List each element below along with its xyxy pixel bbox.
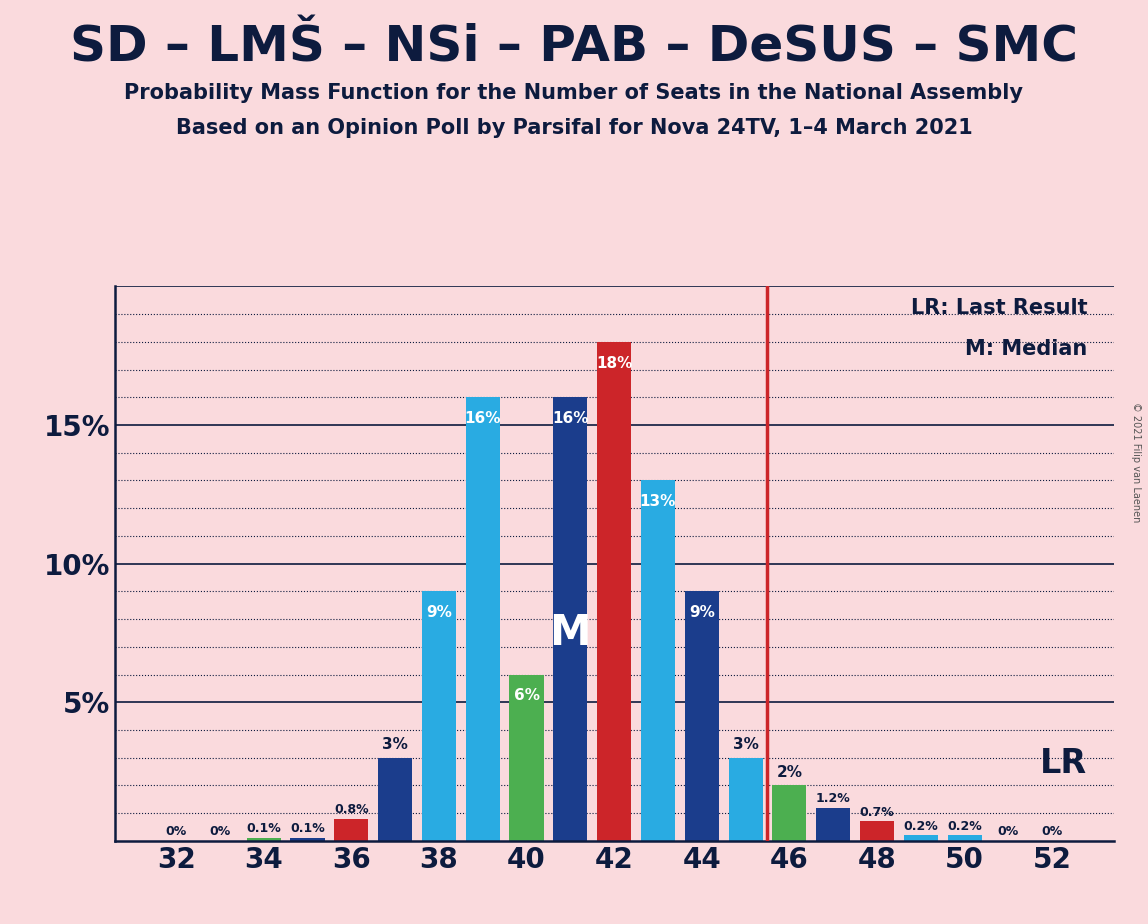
Text: 18%: 18% <box>596 356 633 371</box>
Bar <box>903 835 938 841</box>
Bar <box>947 835 982 841</box>
Text: 1.2%: 1.2% <box>816 792 851 805</box>
Text: 0.1%: 0.1% <box>247 822 281 835</box>
Text: 0%: 0% <box>209 825 231 838</box>
Text: 3%: 3% <box>382 737 408 752</box>
Bar <box>378 758 412 841</box>
Bar <box>247 838 281 841</box>
Text: Probability Mass Function for the Number of Seats in the National Assembly: Probability Mass Function for the Number… <box>124 83 1024 103</box>
Text: 6%: 6% <box>513 688 540 703</box>
Bar <box>729 758 762 841</box>
Text: 0%: 0% <box>998 825 1019 838</box>
Text: LR: LR <box>1040 747 1087 780</box>
Text: 16%: 16% <box>465 411 501 426</box>
Text: M: M <box>550 612 591 654</box>
Text: LR: Last Result: LR: Last Result <box>910 298 1087 318</box>
Text: 2%: 2% <box>776 765 802 780</box>
Text: Based on an Opinion Poll by Parsifal for Nova 24TV, 1–4 March 2021: Based on an Opinion Poll by Parsifal for… <box>176 118 972 139</box>
Text: SD – LMŠ – NSi – PAB – DeSUS – SMC: SD – LMŠ – NSi – PAB – DeSUS – SMC <box>70 23 1078 71</box>
Bar <box>510 675 544 841</box>
Bar <box>641 480 675 841</box>
Text: 9%: 9% <box>426 605 452 620</box>
Text: 0.7%: 0.7% <box>860 806 894 819</box>
Bar <box>773 785 807 841</box>
Text: 0.2%: 0.2% <box>903 820 938 833</box>
Text: 0%: 0% <box>1041 825 1063 838</box>
Bar <box>860 821 894 841</box>
Bar <box>290 838 325 841</box>
Bar <box>684 591 719 841</box>
Bar <box>553 397 588 841</box>
Bar <box>466 397 499 841</box>
Text: 13%: 13% <box>639 494 676 509</box>
Bar <box>421 591 456 841</box>
Text: 0.1%: 0.1% <box>290 822 325 835</box>
Text: 0.2%: 0.2% <box>947 820 982 833</box>
Text: © 2021 Filip van Laenen: © 2021 Filip van Laenen <box>1131 402 1141 522</box>
Bar <box>816 808 851 841</box>
Text: 0.8%: 0.8% <box>334 803 369 816</box>
Bar <box>334 819 369 841</box>
Bar <box>597 342 631 841</box>
Text: 9%: 9% <box>689 605 715 620</box>
Text: 0%: 0% <box>165 825 187 838</box>
Text: 16%: 16% <box>552 411 589 426</box>
Text: M: Median: M: Median <box>965 339 1087 359</box>
Text: 3%: 3% <box>732 737 759 752</box>
